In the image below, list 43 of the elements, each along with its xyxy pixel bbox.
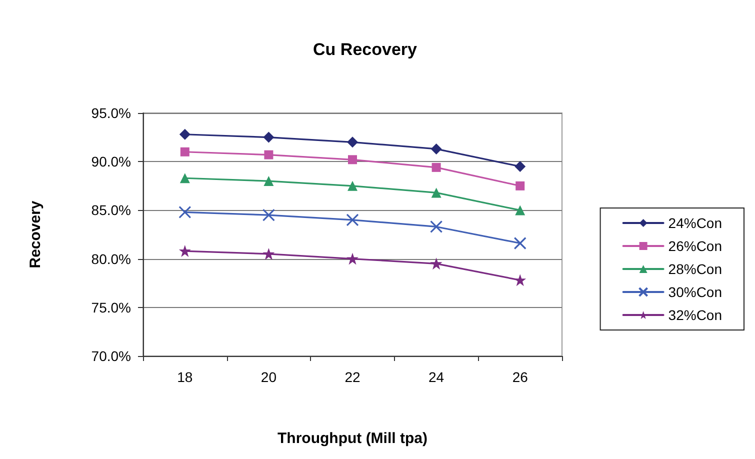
point (179, 128, 190, 140)
point (348, 180, 358, 191)
point (180, 147, 190, 156)
x-tick-label: 20 (260, 369, 277, 385)
point (263, 132, 274, 143)
legend-label: 30%Con (668, 284, 722, 300)
point (180, 173, 190, 184)
x-tick-label: 18 (177, 369, 193, 385)
point (430, 220, 443, 234)
legend-label: 28%Con (668, 261, 722, 277)
y-tick-label: 75.0% (91, 299, 131, 316)
point (264, 176, 274, 186)
y-axis-title: Recovery (27, 200, 44, 268)
x-tick-label: 26 (512, 369, 528, 385)
point (348, 155, 357, 164)
y-tick-label: 80.0% (91, 250, 131, 267)
point (264, 150, 274, 160)
point (515, 205, 526, 216)
y-tick-label: 70.0% (91, 348, 131, 364)
point (514, 160, 526, 172)
y-tick-label: 85.0% (91, 202, 131, 218)
point (347, 136, 358, 148)
y-tick-label: 95.0% (91, 105, 131, 121)
point (514, 236, 526, 250)
legend-label: 32%Con (668, 307, 722, 323)
point (262, 248, 275, 260)
point (431, 188, 442, 198)
chart-title: Cu Recovery (313, 40, 418, 59)
point (346, 252, 358, 265)
x-axis-title: Throughput (Mill tpa) (278, 430, 428, 447)
point (178, 245, 191, 258)
point (262, 208, 275, 222)
legend-label: 26%Con (668, 238, 722, 254)
x-tick-label: 22 (344, 369, 360, 385)
point (516, 181, 525, 190)
x-tick-label: 24 (428, 369, 444, 385)
point (430, 143, 442, 154)
point (178, 206, 192, 218)
point (346, 214, 359, 226)
point (432, 162, 441, 172)
y-tick-label: 90.0% (91, 154, 131, 170)
legend-label: 24%Con (668, 215, 722, 231)
point (430, 258, 442, 270)
